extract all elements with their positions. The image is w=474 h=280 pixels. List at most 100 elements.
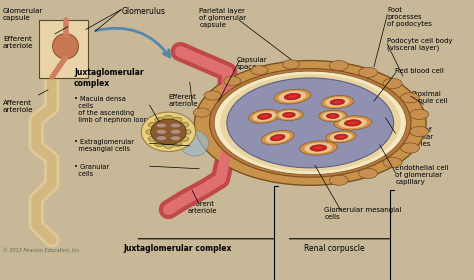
Circle shape [194,60,426,185]
Circle shape [155,117,164,122]
Ellipse shape [337,136,345,138]
Text: Glomerular mesangial
cells: Glomerular mesangial cells [324,207,402,220]
Circle shape [155,141,164,146]
Text: © 2013 Pearson Education, Inc.: © 2013 Pearson Education, Inc. [3,247,81,253]
Ellipse shape [329,115,336,117]
Ellipse shape [284,93,301,100]
Circle shape [359,168,377,179]
Ellipse shape [279,91,306,102]
Circle shape [410,109,428,119]
Ellipse shape [249,109,281,123]
Ellipse shape [288,95,297,98]
Ellipse shape [151,119,186,144]
Ellipse shape [53,34,79,59]
Circle shape [179,122,189,127]
Ellipse shape [261,115,268,118]
Circle shape [210,69,411,177]
Ellipse shape [334,134,348,139]
Circle shape [224,76,241,86]
Text: Glomerulus: Glomerulus [121,7,165,16]
Ellipse shape [275,109,303,121]
Circle shape [179,136,189,141]
Ellipse shape [253,111,276,122]
Circle shape [401,93,419,103]
Ellipse shape [283,112,295,118]
Circle shape [283,60,300,69]
Text: • Granular
  cells: • Granular cells [74,164,109,177]
Text: Efferent
arteriole: Efferent arteriole [168,94,198,107]
Text: Juxtaglomerular complex: Juxtaglomerular complex [124,244,232,253]
Ellipse shape [265,132,290,143]
Ellipse shape [170,123,181,128]
Circle shape [146,129,155,134]
Ellipse shape [278,111,300,119]
Ellipse shape [333,101,341,103]
Ellipse shape [170,130,181,134]
Ellipse shape [304,143,333,153]
Circle shape [220,74,401,172]
Ellipse shape [300,141,337,155]
Text: Capsular
space: Capsular space [237,57,268,70]
Circle shape [182,129,191,134]
Ellipse shape [310,145,327,151]
Ellipse shape [326,131,356,143]
Ellipse shape [156,136,166,141]
Circle shape [251,66,268,75]
Ellipse shape [274,89,311,104]
Text: Efferent
arteriole: Efferent arteriole [3,36,34,49]
Ellipse shape [285,114,292,116]
Circle shape [401,143,419,153]
Text: Foot
processes
of podocytes: Foot processes of podocytes [387,7,432,27]
Ellipse shape [270,134,285,141]
Ellipse shape [156,130,166,134]
Ellipse shape [156,123,166,128]
FancyBboxPatch shape [38,20,88,78]
Ellipse shape [180,130,209,156]
Circle shape [173,117,182,122]
Ellipse shape [330,132,352,141]
Ellipse shape [257,113,272,120]
Circle shape [383,157,402,167]
Ellipse shape [334,116,372,130]
Text: Lumens of
glomerular
capillaries: Lumens of glomerular capillaries [395,127,433,147]
Text: Glomerular
capsule: Glomerular capsule [3,8,44,21]
Text: • Macula densa
  cells
  of the ascending
  limb of nephron loop: • Macula densa cells of the ascending li… [74,96,148,123]
Circle shape [383,78,402,88]
Circle shape [148,122,158,127]
Circle shape [193,108,210,117]
Circle shape [204,91,221,100]
Ellipse shape [170,136,181,141]
Text: Red blood cell: Red blood cell [395,68,444,74]
Ellipse shape [322,112,343,120]
Ellipse shape [327,113,339,118]
Circle shape [329,60,348,71]
Circle shape [173,141,182,146]
Ellipse shape [339,118,367,128]
Text: Podocyte cell body
(visceral layer): Podocyte cell body (visceral layer) [387,38,453,51]
Circle shape [164,143,173,148]
Circle shape [214,71,406,175]
Ellipse shape [273,136,282,139]
Text: Juxtaglomerular
complex: Juxtaglomerular complex [74,68,144,88]
Circle shape [164,115,173,120]
Text: Proximal
tubule cell: Proximal tubule cell [411,91,447,104]
Circle shape [148,136,158,141]
Ellipse shape [319,110,347,122]
Ellipse shape [261,130,294,145]
Ellipse shape [344,120,361,126]
Text: Afferent
arteriole: Afferent arteriole [187,200,217,214]
Text: Endothelial cell
of glomerular
capillary: Endothelial cell of glomerular capillary [395,165,449,185]
Text: Parietal layer
of glomerular
capsule: Parietal layer of glomerular capsule [199,8,246,28]
Text: • Extraglomerular
  mesangial cells: • Extraglomerular mesangial cells [74,139,134,153]
Text: Renal corpuscle: Renal corpuscle [303,244,364,253]
Circle shape [410,127,428,137]
Ellipse shape [141,112,196,151]
Ellipse shape [348,122,357,124]
Circle shape [227,78,393,168]
Ellipse shape [330,99,345,105]
Text: Afferent
arteriole: Afferent arteriole [3,100,34,113]
Circle shape [359,67,377,78]
Ellipse shape [325,97,349,107]
Ellipse shape [314,146,323,150]
Circle shape [329,175,348,185]
